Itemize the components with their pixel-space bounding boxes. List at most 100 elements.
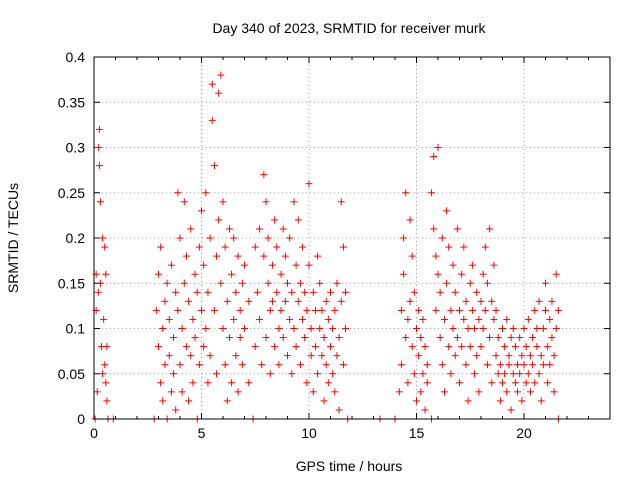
data-point bbox=[479, 325, 487, 332]
data-point bbox=[316, 325, 324, 332]
data-point bbox=[464, 325, 472, 332]
data-point bbox=[157, 379, 165, 387]
data-point bbox=[511, 343, 519, 351]
data-point bbox=[260, 252, 268, 260]
data-point bbox=[260, 171, 268, 179]
data-point bbox=[509, 370, 517, 378]
data-point bbox=[488, 297, 496, 305]
data-point bbox=[301, 334, 309, 342]
data-point bbox=[299, 243, 307, 251]
data-point bbox=[258, 361, 266, 369]
data-point bbox=[182, 343, 190, 351]
data-point bbox=[305, 180, 313, 188]
data-point bbox=[550, 388, 558, 396]
data-point bbox=[299, 315, 307, 323]
data-point bbox=[492, 352, 500, 360]
data-point bbox=[331, 306, 339, 314]
data-point bbox=[262, 334, 270, 342]
data-point bbox=[395, 388, 403, 396]
data-point bbox=[434, 144, 442, 151]
data-point bbox=[445, 343, 453, 351]
data-point bbox=[174, 189, 182, 197]
data-point bbox=[447, 370, 455, 378]
data-point bbox=[335, 334, 343, 342]
data-point bbox=[296, 279, 304, 287]
data-point bbox=[447, 306, 455, 314]
data-point bbox=[228, 270, 236, 278]
data-point bbox=[473, 352, 481, 360]
data-point bbox=[206, 352, 214, 360]
x-tick-label: 15 bbox=[409, 425, 425, 441]
data-point bbox=[432, 252, 440, 260]
data-point bbox=[486, 225, 494, 233]
data-point bbox=[101, 243, 109, 251]
data-point bbox=[322, 297, 330, 305]
data-point bbox=[301, 288, 309, 296]
data-point bbox=[415, 306, 423, 314]
data-point bbox=[329, 370, 337, 378]
data-point bbox=[238, 361, 246, 369]
data-point bbox=[167, 261, 175, 269]
data-point bbox=[479, 270, 487, 278]
data-point bbox=[471, 370, 479, 378]
data-point bbox=[436, 288, 444, 296]
data-point bbox=[314, 252, 322, 260]
data-point bbox=[417, 388, 425, 396]
data-point bbox=[421, 343, 429, 351]
data-point bbox=[273, 243, 281, 251]
data-point bbox=[533, 343, 541, 351]
data-point bbox=[223, 297, 231, 305]
y-tick-label: 0 bbox=[77, 411, 85, 427]
x-tick-label: 20 bbox=[516, 425, 532, 441]
data-point bbox=[514, 388, 522, 396]
data-point bbox=[529, 361, 537, 369]
data-point bbox=[198, 207, 205, 215]
data-point bbox=[451, 288, 459, 296]
data-point bbox=[185, 297, 193, 305]
data-point bbox=[318, 306, 326, 314]
data-point bbox=[225, 225, 233, 233]
data-point bbox=[333, 279, 341, 287]
data-point bbox=[204, 379, 212, 387]
data-point bbox=[155, 343, 162, 351]
data-point bbox=[507, 406, 515, 414]
data-point bbox=[509, 325, 517, 332]
data-point bbox=[202, 189, 210, 197]
data-point bbox=[548, 334, 556, 342]
data-point bbox=[410, 288, 418, 296]
data-point bbox=[303, 379, 311, 387]
data-point bbox=[215, 216, 223, 224]
data-point bbox=[337, 297, 345, 305]
data-point bbox=[309, 288, 317, 296]
data-point bbox=[494, 370, 502, 378]
data-point bbox=[436, 334, 444, 342]
data-point bbox=[468, 306, 476, 314]
data-point bbox=[483, 361, 491, 369]
data-point bbox=[195, 361, 203, 369]
data-point bbox=[524, 370, 532, 378]
data-point bbox=[103, 397, 111, 405]
data-point bbox=[453, 334, 461, 342]
data-point bbox=[432, 306, 440, 314]
data-point bbox=[157, 243, 165, 251]
data-point bbox=[232, 352, 240, 360]
data-point bbox=[225, 334, 233, 342]
y-axis-label: SRMTID / TECUs bbox=[5, 183, 21, 293]
data-point bbox=[496, 361, 504, 369]
data-point bbox=[402, 334, 410, 342]
data-point bbox=[165, 315, 173, 323]
data-point bbox=[101, 361, 109, 369]
data-point bbox=[210, 306, 218, 314]
data-point bbox=[294, 216, 302, 224]
data-point bbox=[438, 234, 446, 242]
data-point bbox=[466, 279, 474, 287]
data-point bbox=[264, 279, 272, 287]
data-point bbox=[471, 325, 479, 332]
data-point bbox=[99, 234, 107, 242]
grid bbox=[94, 57, 610, 419]
data-point bbox=[456, 379, 463, 387]
data-point bbox=[421, 406, 429, 414]
data-point bbox=[208, 80, 216, 88]
data-point bbox=[400, 234, 408, 242]
data-point bbox=[440, 388, 448, 396]
